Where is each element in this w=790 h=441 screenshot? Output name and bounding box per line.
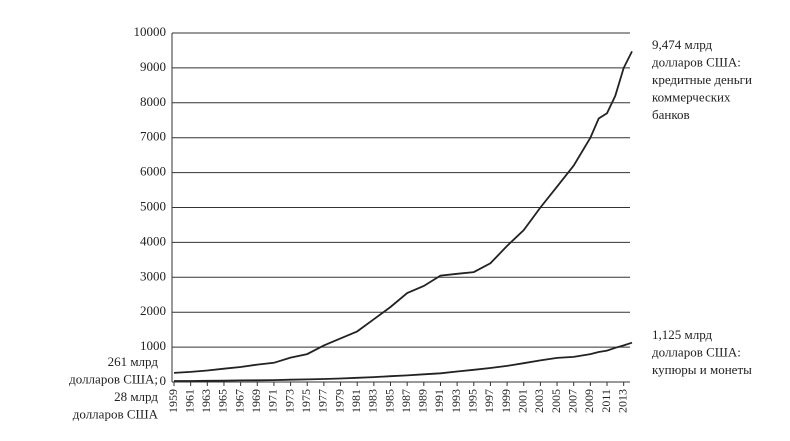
annotation: 28 млрд — [114, 389, 158, 404]
annotation: долларов США — [73, 406, 159, 421]
x-tick-label: 1967 — [232, 389, 246, 413]
x-tick-label: 2005 — [549, 389, 563, 413]
x-tick-label: 1991 — [432, 389, 446, 413]
annotation: купюры и монеты — [652, 362, 752, 377]
y-tick-label: 2000 — [140, 303, 166, 318]
annotation: 9,474 млрд — [652, 37, 713, 52]
annotation: 261 млрд — [108, 354, 159, 369]
x-tick-label: 1995 — [466, 389, 480, 413]
x-tick-label: 1985 — [382, 389, 396, 413]
x-tick-label: 1975 — [299, 389, 313, 413]
y-tick-label: 6000 — [140, 164, 166, 179]
y-tick-label: 1000 — [140, 338, 166, 353]
annotation: кредитные деньги — [652, 72, 752, 87]
x-tick-label: 1993 — [449, 389, 463, 413]
annotation: долларов США: — [652, 344, 741, 359]
series-line — [173, 50, 633, 374]
y-tick-label: 7000 — [140, 129, 166, 144]
annotation: коммерческих — [652, 89, 731, 104]
annotation: банков — [652, 107, 690, 122]
x-tick-label: 1979 — [332, 389, 346, 413]
annotation: 1,125 млрд — [652, 327, 713, 342]
x-tick-label: 1971 — [266, 389, 280, 413]
annotation: долларов США: — [652, 54, 741, 69]
y-tick-label: 8000 — [140, 94, 166, 109]
x-tick-label: 1963 — [199, 389, 213, 413]
x-tick-label: 1989 — [416, 389, 430, 413]
x-tick-label: 2013 — [615, 389, 629, 413]
x-tick-label: 1981 — [349, 389, 363, 413]
x-tick-label: 1969 — [249, 389, 263, 413]
x-tick-label: 2011 — [599, 389, 613, 413]
x-tick-label: 1959 — [166, 389, 180, 413]
x-tick-label: 1977 — [316, 389, 330, 413]
x-tick-label: 1999 — [499, 389, 513, 413]
x-tick-label: 2001 — [515, 389, 529, 413]
x-tick-label: 1965 — [216, 389, 230, 413]
y-tick-label: 4000 — [140, 233, 166, 248]
y-tick-label: 10000 — [134, 24, 167, 39]
series-line — [174, 341, 633, 382]
x-tick-label: 1973 — [282, 389, 296, 413]
x-tick-label: 1961 — [182, 389, 196, 413]
y-tick-label: 9000 — [140, 59, 166, 74]
x-tick-label: 2007 — [565, 389, 579, 413]
annotation: долларов США; — [69, 371, 158, 386]
x-tick-label: 1983 — [366, 389, 380, 413]
x-tick-label: 2009 — [582, 389, 596, 413]
x-tick-label: 1997 — [482, 389, 496, 413]
y-tick-label: 5000 — [140, 198, 166, 213]
x-tick-label: 2003 — [532, 389, 546, 413]
y-tick-label: 3000 — [140, 268, 166, 283]
x-tick-label: 1987 — [399, 389, 413, 413]
y-tick-label: 0 — [160, 373, 167, 388]
